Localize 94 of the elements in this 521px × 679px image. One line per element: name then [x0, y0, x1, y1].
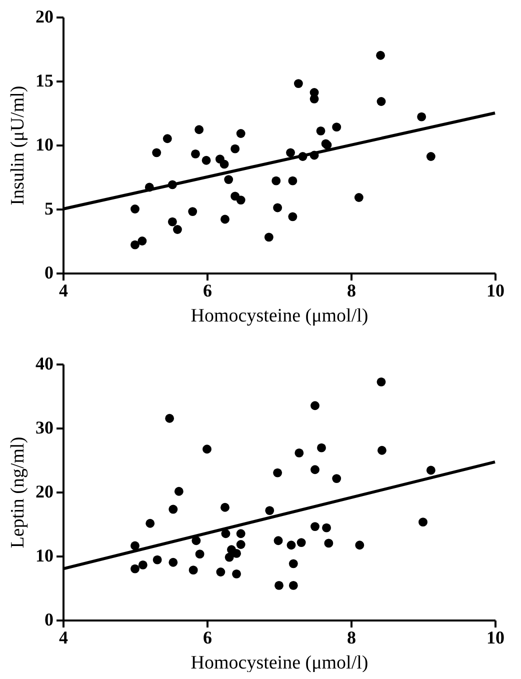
point: [192, 536, 201, 546]
point: [264, 232, 274, 242]
y-tick-label: 15: [36, 70, 54, 90]
y-tick-label: 30: [36, 418, 54, 438]
point: [322, 523, 331, 532]
x-tick-label: 10: [486, 280, 504, 300]
point: [418, 518, 428, 527]
y-tick-label: 0: [44, 262, 54, 282]
point: [274, 536, 283, 546]
point: [224, 552, 234, 562]
point: [202, 156, 211, 165]
point: [332, 122, 342, 132]
y-tick-label: 5: [44, 198, 54, 218]
point: [152, 555, 162, 564]
point: [224, 175, 234, 184]
point: [236, 129, 246, 138]
point: [221, 529, 230, 538]
point: [188, 566, 198, 575]
point: [288, 176, 298, 186]
point: [310, 465, 320, 474]
point: [294, 448, 304, 458]
point: [232, 569, 241, 578]
point: [376, 97, 386, 106]
point: [286, 148, 295, 158]
point: [191, 149, 200, 158]
point: [230, 144, 240, 154]
y-tick-label: 10: [36, 546, 54, 566]
y-axis-title: Leptin (ng/ml): [8, 436, 28, 548]
x-tick-label: 8: [347, 628, 356, 648]
y-tick-label: 0: [44, 610, 54, 630]
x-tick-label: 6: [203, 280, 212, 300]
y-axis-title: Insulin (μU/ml): [8, 86, 28, 206]
point: [236, 540, 246, 549]
point: [426, 152, 436, 161]
point: [168, 217, 177, 226]
x-tick-label: 4: [59, 280, 68, 300]
point: [130, 240, 140, 250]
x-tick-label: 6: [203, 628, 212, 648]
point: [152, 148, 162, 158]
point: [288, 559, 298, 568]
point: [165, 414, 174, 423]
point: [286, 540, 296, 550]
point: [202, 444, 212, 454]
point: [216, 568, 226, 576]
y-tick-label: 40: [36, 354, 54, 374]
point: [220, 214, 230, 224]
point: [316, 126, 326, 136]
point: [288, 580, 298, 590]
y-tick-label: 10: [36, 134, 54, 154]
point: [274, 580, 284, 590]
point: [168, 504, 178, 514]
point: [417, 112, 426, 122]
point: [265, 506, 274, 516]
point: [332, 474, 342, 484]
point: [162, 134, 172, 144]
point: [296, 538, 306, 548]
point: [273, 468, 282, 478]
x-tick-label: 8: [347, 280, 356, 300]
point: [138, 236, 147, 246]
point: [376, 50, 385, 60]
point: [377, 446, 386, 455]
point: [288, 212, 298, 222]
point: [324, 538, 334, 548]
point: [272, 176, 281, 186]
point: [236, 529, 246, 538]
point: [310, 522, 320, 532]
point: [355, 540, 364, 550]
point: [220, 502, 230, 512]
point: [376, 377, 386, 386]
point: [426, 466, 436, 475]
point: [273, 203, 282, 212]
point: [130, 204, 140, 214]
point: [194, 125, 204, 134]
point: [236, 196, 246, 205]
y-tick-label: 20: [36, 6, 54, 26]
y-tick-label: 20: [36, 482, 54, 502]
point: [168, 558, 178, 567]
point: [317, 443, 326, 452]
point: [310, 401, 320, 410]
point: [220, 160, 229, 169]
x-axis-title: Homocysteine (μmol/l): [190, 306, 368, 326]
point: [146, 518, 155, 528]
point: [354, 193, 364, 202]
point: [188, 207, 198, 216]
point: [294, 79, 303, 88]
point: [130, 564, 140, 574]
point: [195, 550, 204, 559]
point: [232, 548, 241, 558]
point: [174, 486, 184, 496]
x-tick-label: 4: [59, 628, 68, 648]
x-tick-label: 10: [486, 628, 504, 648]
point: [138, 560, 148, 570]
point: [173, 225, 182, 234]
point: [130, 541, 140, 550]
